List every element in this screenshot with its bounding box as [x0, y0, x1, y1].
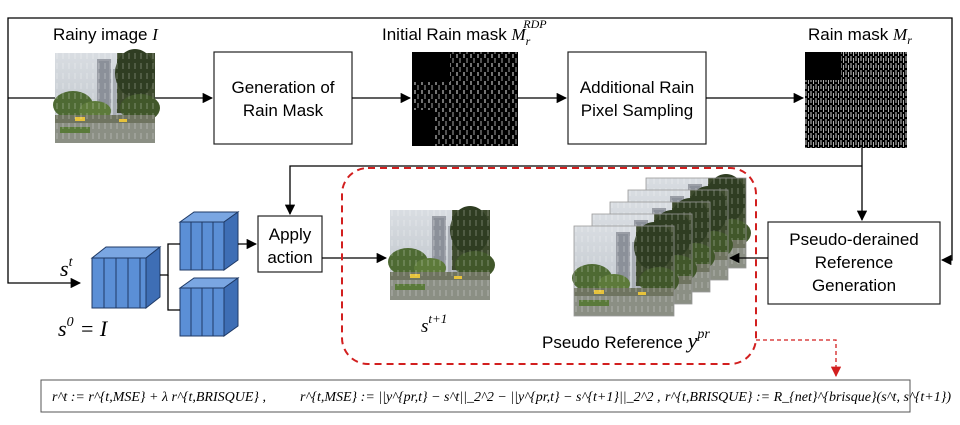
initial-rain-mask-image	[412, 52, 518, 146]
sampling-box	[567, 51, 707, 145]
network-head-top	[178, 211, 240, 271]
pseudo-reference-stack	[572, 174, 751, 317]
wire-to-head-top	[160, 243, 180, 276]
rainy-image	[53, 49, 160, 143]
next-state-image	[388, 206, 495, 300]
arrow-highlight-to-formula	[756, 339, 842, 378]
arrow-to-apply-action	[284, 165, 862, 216]
apply-action-box	[257, 215, 323, 273]
formula-r1: r^t := r^{t,MSE} + λ r^{t,BRISQUE} ,	[52, 390, 266, 405]
generation-line2: Rain Mask	[243, 101, 324, 120]
rain-mask-image	[805, 52, 907, 148]
arrow-to-state	[7, 98, 82, 289]
pseudo-line1: Pseudo-derained	[789, 230, 918, 249]
pseudo-line2: Reference	[815, 253, 893, 272]
wire-to-head-bottom	[167, 275, 180, 311]
apply-line2: action	[267, 248, 312, 267]
state0-label: s0 = I	[58, 315, 109, 341]
generation-line1: Generation of	[231, 78, 334, 97]
sampling-line1: Additional Rain	[580, 78, 694, 97]
arrow-outer-loop	[7, 17, 953, 266]
policy-network	[90, 211, 258, 337]
network-input-block	[90, 245, 162, 310]
state-label: st	[60, 255, 74, 281]
generation-box	[213, 51, 353, 145]
formula-r2: r^{t,MSE} := ||y^{pr,t} − s^t||_2^2 − ||…	[300, 390, 661, 405]
sampling-line2: Pixel Sampling	[581, 101, 693, 120]
next-state-label: st+1	[421, 311, 447, 337]
pseudo-reference-highlight	[341, 167, 757, 365]
rainy-image-label: Rainy image I	[53, 25, 159, 44]
formula-r3: r^{t,BRISQUE} := R_{net}^{brisque}(s^t, …	[665, 390, 951, 405]
rain-mask-label: Rain mask Mr	[808, 25, 912, 47]
pseudo-line3: Generation	[812, 276, 896, 295]
network-head-bottom	[178, 277, 240, 337]
initial-rain-mask-label: Initial Rain mask MrRDP	[382, 17, 547, 48]
pseudo-reference-box	[767, 221, 941, 305]
pseudo-reference-label: Pseudo Reference ypr	[542, 327, 710, 353]
formula-box	[40, 379, 911, 413]
apply-line1: Apply	[269, 225, 312, 244]
